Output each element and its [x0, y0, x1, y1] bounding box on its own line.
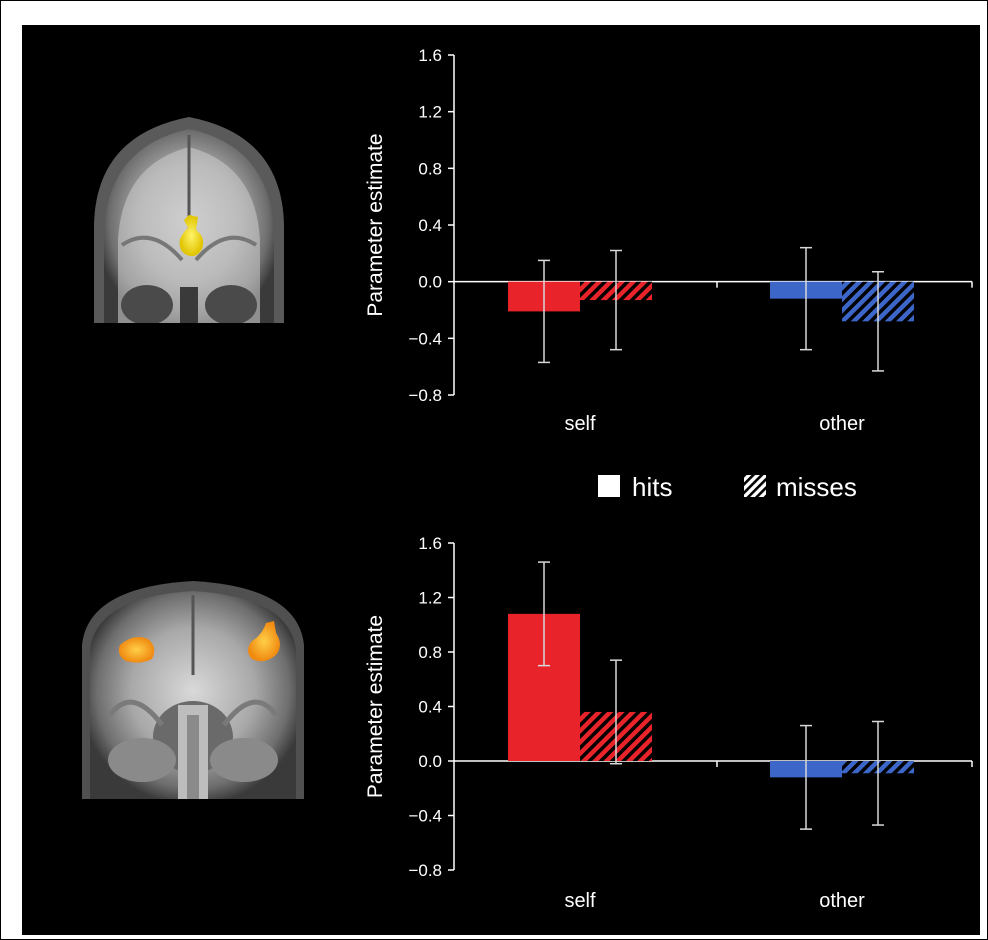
y-tick-label: 0.4 — [418, 698, 442, 717]
y-axis-label: Parameter estimate — [364, 615, 387, 798]
coronal-slice-bottom — [78, 581, 308, 799]
activation-blob-top — [179, 215, 204, 257]
y-tick-label: 0.0 — [418, 752, 442, 771]
chart-bottom: 1.6 1.2 0.8 0.4 0.0 −0.4 −0.8 Parameter estimat… — [364, 534, 973, 912]
y-tick-label: 0.8 — [418, 159, 442, 178]
category-label-self: self — [564, 413, 596, 435]
y-tick-label: 1.6 — [418, 534, 442, 553]
y-tick-label: 0.4 — [418, 216, 442, 235]
y-tick-label: 1.2 — [418, 103, 442, 122]
y-tick-label: −0.4 — [408, 807, 442, 826]
category-label-self: self — [564, 890, 596, 912]
legend-label-hits: hits — [632, 472, 672, 502]
y-tick-label: −0.8 — [408, 861, 442, 880]
figure-svg: 1.6 1.2 0.8 0.4 0.0 −0.4 −0.8 Parameter estimat… — [78, 46, 973, 912]
y-tick-label: −0.8 — [408, 386, 442, 405]
y-tick-label: 0.0 — [418, 273, 442, 292]
y-tick-label: 1.6 — [418, 46, 442, 65]
legend-label-misses: misses — [776, 472, 857, 502]
activation-blob-bottom-left — [118, 637, 155, 663]
y-tick-label: −0.4 — [408, 329, 442, 348]
chart-top: 1.6 1.2 0.8 0.4 0.0 −0.4 −0.8 Parameter estimat… — [364, 46, 973, 435]
y-axis-label: Parameter estimate — [364, 133, 387, 316]
legend-swatch-misses — [744, 475, 766, 497]
y-tick-label: 0.8 — [418, 643, 442, 662]
figure-panel: 1.6 1.2 0.8 0.4 0.0 −0.4 −0.8 Parameter estimat… — [22, 25, 980, 935]
legend-swatch-hits — [598, 475, 620, 497]
y-tick-label: 1.2 — [418, 589, 442, 608]
category-label-other: other — [819, 413, 865, 435]
activation-blob-bottom-right — [248, 621, 280, 662]
category-label-other: other — [819, 890, 865, 912]
legend: hits misses — [598, 472, 857, 502]
